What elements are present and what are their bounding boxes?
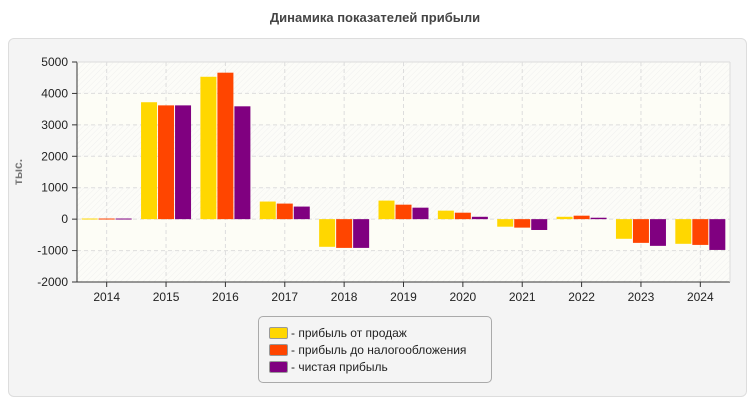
bar — [437, 210, 454, 220]
chart-title: Динамика показателей прибыли — [269, 10, 481, 25]
bar — [293, 206, 310, 220]
bar — [259, 201, 276, 220]
bar — [234, 106, 251, 220]
x-tick-label: 2016 — [212, 290, 239, 304]
y-tick-label: 2000 — [41, 149, 68, 163]
x-tick-label: 2017 — [271, 290, 298, 304]
legend-label: - прибыль до налогообложения — [291, 342, 467, 357]
bar — [709, 219, 726, 250]
x-tick-label: 2015 — [153, 290, 180, 304]
legend: - прибыль от продаж - прибыль до налогоо… — [258, 316, 492, 383]
bar — [378, 200, 395, 220]
bar — [175, 105, 192, 220]
y-tick-label: 5000 — [41, 55, 68, 69]
y-tick-label: -1000 — [37, 244, 68, 258]
bar — [471, 216, 488, 220]
bar — [98, 218, 115, 220]
bar — [81, 218, 98, 220]
y-axis-label: тыс. — [11, 159, 25, 185]
x-tick-label: 2020 — [450, 290, 477, 304]
bar — [115, 218, 132, 220]
y-tick-label: 3000 — [41, 118, 68, 132]
bar — [200, 76, 217, 220]
bar — [395, 204, 412, 220]
legend-label: - чистая прибыль — [291, 359, 388, 374]
bar — [531, 219, 548, 230]
bar — [649, 219, 666, 246]
x-tick-label: 2021 — [509, 290, 536, 304]
legend-swatch — [269, 343, 288, 356]
bar — [692, 219, 709, 245]
bar — [319, 219, 336, 247]
bar — [497, 219, 514, 227]
x-tick-label: 2018 — [331, 290, 358, 304]
bar — [675, 219, 692, 244]
y-tick-label: 4000 — [41, 86, 68, 100]
y-tick-label: 0 — [61, 212, 68, 226]
x-tick-label: 2024 — [687, 290, 714, 304]
bar — [454, 212, 471, 220]
bar — [556, 216, 573, 220]
bar — [217, 72, 234, 220]
bar — [141, 102, 158, 220]
bar — [615, 219, 632, 239]
bar — [412, 207, 429, 220]
legend-swatch — [269, 360, 288, 373]
bar — [514, 219, 531, 228]
legend-item: - прибыль от продаж — [269, 324, 491, 341]
bar — [573, 215, 590, 220]
legend-item: - чистая прибыль — [269, 358, 491, 375]
bar — [353, 219, 370, 248]
legend-item: - прибыль до налогообложения — [269, 341, 491, 358]
x-tick-label: 2019 — [390, 290, 417, 304]
bar — [632, 219, 649, 243]
x-tick-label: 2014 — [93, 290, 120, 304]
x-tick-label: 2022 — [568, 290, 595, 304]
bar — [158, 105, 175, 220]
legend-label: - прибыль от продаж — [291, 325, 407, 340]
bar — [276, 203, 293, 220]
x-tick-label: 2023 — [628, 290, 655, 304]
bar — [590, 217, 607, 220]
legend-swatch — [269, 326, 288, 339]
bar — [336, 219, 353, 248]
y-tick-label: 1000 — [41, 181, 68, 195]
y-tick-label: -2000 — [37, 275, 68, 289]
